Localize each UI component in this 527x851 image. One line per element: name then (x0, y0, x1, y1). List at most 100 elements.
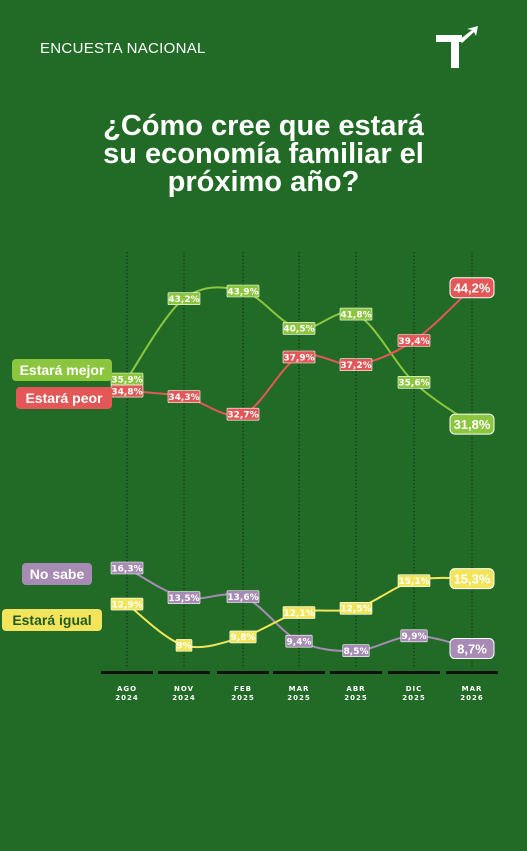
title-line-3: próximo año? (167, 166, 360, 198)
data-label-text: 31,8% (454, 417, 491, 432)
legend-tag-estara-igual: Estará igual (2, 609, 102, 631)
data-label: 9,9% (400, 629, 428, 643)
x-tick-label: FEB (234, 685, 252, 693)
data-label: 37,2% (339, 358, 373, 372)
data-label: 8,5% (342, 644, 370, 657)
data-label: 9,4% (285, 634, 313, 648)
data-label-box (400, 629, 428, 643)
x-tick-label: 2024 (115, 694, 138, 702)
data-label-text: 15,1% (398, 577, 429, 587)
data-label-text: 40,5% (283, 325, 314, 335)
data-label: 15,1% (397, 574, 431, 588)
data-label-box (397, 574, 431, 588)
data-label-text: 37,9% (283, 353, 314, 363)
x-axis-segment (446, 671, 498, 674)
data-label: 16,3% (110, 561, 144, 575)
data-label-box (339, 601, 373, 615)
data-label: 35,9% (110, 372, 144, 386)
data-label: 35,6% (397, 375, 431, 389)
data-label-text: 12,1% (283, 609, 314, 619)
data-label-box (449, 277, 495, 299)
legend-tag-label: Estará peor (25, 390, 103, 406)
data-label-box (167, 591, 201, 604)
data-label-text: 35,9% (111, 375, 142, 385)
survey-label: ENCUESTA NACIONAL (40, 40, 206, 57)
legend-tag-box (12, 359, 112, 381)
data-label-text: 37,2% (340, 361, 371, 371)
data-label-text: 44,2% (454, 281, 491, 296)
data-label: 12,5% (339, 601, 373, 615)
data-label-text: 39,4% (398, 337, 429, 347)
data-label: 37,9% (282, 350, 316, 364)
data-label: 12,9% (110, 597, 144, 611)
data-label-text: 35,6% (398, 379, 429, 389)
chart-title: ¿Cómo cree que estará su economía famili… (0, 112, 527, 198)
data-label-text: 9,4% (287, 637, 312, 647)
data-label-text: 34,3% (168, 393, 199, 403)
x-tick-label: MAR (289, 685, 310, 693)
data-label: 13,6% (226, 590, 260, 603)
x-tick-label: 2025 (231, 694, 254, 702)
data-label-text: 12,5% (340, 605, 371, 615)
data-label-box (226, 590, 260, 603)
data-label-box (229, 630, 257, 644)
x-tick-label: NOV (174, 685, 194, 693)
data-label: 39,4% (397, 334, 431, 347)
data-label: 9% (175, 639, 193, 652)
x-axis-segment (158, 671, 210, 674)
data-label-box (282, 350, 316, 364)
data-label-box (282, 606, 316, 619)
x-tick-label: MAR (462, 685, 483, 693)
data-label: 32,7% (226, 407, 260, 421)
data-label: 13,5% (167, 591, 201, 604)
data-label-box (397, 334, 431, 347)
data-label: 34,3% (167, 390, 201, 403)
data-label-text: 8,5% (344, 647, 369, 657)
data-label: 34,8% (110, 384, 144, 398)
x-axis-segment (217, 671, 269, 674)
data-label-box (110, 597, 144, 611)
data-label-text: 12,9% (111, 600, 142, 610)
legend-tag-estara-mejor: Estará mejor (12, 359, 112, 381)
data-label: 44,2% (449, 277, 495, 299)
legend-tag-box (22, 563, 92, 585)
x-axis-segment (273, 671, 325, 674)
x-tick-label: ABR (346, 685, 365, 693)
data-label: 31,8% (449, 413, 495, 435)
data-label: 43,9% (226, 284, 260, 298)
data-label-text: 43,2% (168, 295, 199, 305)
x-axis-segment (388, 671, 440, 674)
legend-tag-label: No sabe (30, 566, 85, 582)
data-label-text: 9% (176, 642, 191, 652)
data-label-box (167, 390, 201, 403)
data-label-box (282, 322, 316, 335)
legend-tag-label: Estará igual (12, 612, 91, 628)
data-label-text: 15,3% (454, 572, 491, 587)
data-label-box (167, 292, 201, 306)
data-label-box (397, 375, 431, 389)
data-label-box (110, 561, 144, 575)
data-label-text: 13,6% (227, 593, 258, 603)
title-line-2: su economía familiar el (103, 138, 424, 170)
x-axis-segment (330, 671, 382, 674)
x-tick-label: 2025 (287, 694, 310, 702)
data-label: 8,7% (449, 638, 495, 660)
x-tick-label: 2025 (344, 694, 367, 702)
data-label-text: 43,9% (227, 287, 258, 297)
data-label: 40,5% (282, 322, 316, 335)
data-label-box (175, 639, 193, 652)
data-label-text: 41,8% (340, 310, 371, 320)
x-tick-label: DIC (406, 685, 423, 693)
data-label: 12,1% (282, 606, 316, 619)
data-label-box (226, 407, 260, 421)
data-label-box (339, 307, 373, 321)
data-label-box (339, 358, 373, 372)
x-tick-label: 2024 (172, 694, 195, 702)
legend-tag-no-sabe: No sabe (22, 563, 92, 585)
data-label-text: 8,7% (457, 642, 487, 657)
data-label: 15,3% (449, 568, 495, 590)
data-label: 9,8% (229, 630, 257, 644)
x-axis-segment (101, 671, 153, 674)
data-label-box (285, 634, 313, 648)
